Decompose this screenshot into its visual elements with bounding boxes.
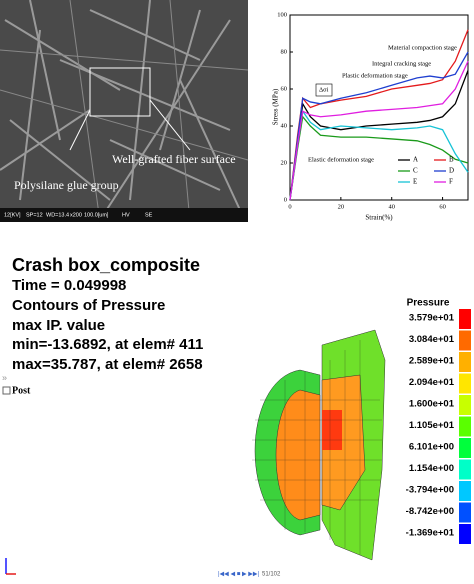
fea-line: Time = 0.049998 [12, 277, 126, 294]
legend-label: C [413, 167, 418, 175]
fea-title: Crash box_composite [12, 255, 200, 275]
axis-triad [5, 558, 16, 575]
legend-label: F [449, 178, 453, 186]
legend-label: 1.600e+01 [409, 399, 455, 410]
expand-icon[interactable]: » [2, 372, 7, 382]
post-label[interactable]: Post [12, 385, 31, 396]
chart-annotation: Material compaction stage [388, 44, 457, 51]
sem-annotation: Well-grafted fiber surface [112, 152, 236, 166]
y-axis-label: Stress (MPa) [272, 88, 280, 125]
y-tick-label: 100 [277, 11, 287, 18]
legend-swatch [459, 438, 471, 458]
legend-label: D [449, 167, 454, 175]
legend-label: -8.742e+00 [406, 506, 454, 517]
legend-label: 2.589e+01 [409, 356, 455, 367]
legend-label: A [413, 156, 418, 164]
x-tick-label: 40 [388, 203, 395, 210]
chart-annotation: Integral cracking stage [372, 60, 431, 67]
sem-info: SP=12 [26, 212, 43, 218]
legend-swatch [459, 459, 471, 480]
legend-title: Pressure [407, 298, 450, 309]
x-tick-label: 0 [288, 203, 291, 210]
legend-swatch [459, 330, 471, 351]
fea-line: max=35.787, at elem# 2658 [12, 356, 203, 373]
series-line [289, 51, 469, 201]
legend-label: 1.154e+00 [409, 463, 454, 474]
sem-info: x200 [70, 212, 82, 218]
chart-annotation: Plastic deformation stage [342, 72, 408, 79]
chart-annotation: Elastic deformation stage [308, 156, 374, 163]
x-tick-label: 60 [439, 203, 446, 210]
legend-swatch [459, 416, 471, 437]
legend-swatch [459, 395, 471, 415]
fea-model [252, 329, 386, 561]
series-line [289, 29, 469, 201]
y-tick-label: 40 [281, 122, 288, 129]
legend-label: 2.094e+01 [409, 377, 455, 388]
legend-label: 3.579e+01 [409, 313, 455, 324]
frame-counter: 51/102 [262, 572, 281, 578]
legend-label: -3.794e+00 [406, 485, 454, 496]
sem-image: Well-grafted fiber surface Polysilane gl… [0, 0, 249, 223]
chart-annotation: Δσi [319, 86, 329, 93]
y-tick-label: 0 [284, 196, 287, 203]
legend-label: 6.101e+00 [409, 442, 454, 453]
sem-info: HV [122, 212, 130, 218]
legend-label: 1.105e+01 [409, 420, 455, 431]
sem-info: WD=13.4 [46, 212, 69, 218]
x-axis-label: Strain(%) [365, 214, 393, 222]
fea-line: min=-13.6892, at elem# 411 [12, 336, 203, 353]
stress-strain-chart: Stress (MPa) Strain(%) 0 20 40 60 80 100 0 20 40… [272, 11, 469, 222]
series-line [289, 60, 469, 201]
series-line [289, 115, 469, 201]
legend-label: 3.084e+01 [409, 334, 455, 345]
sem-annotation: Polysilane glue group [14, 178, 119, 192]
legend-swatch [459, 502, 471, 523]
sem-info: 12[KV] [4, 212, 21, 218]
legend-swatch [459, 524, 471, 544]
sem-info: 100.0[um] [84, 212, 109, 218]
legend-label: -1.369e+01 [406, 528, 455, 539]
legend-label: E [413, 178, 417, 186]
checkbox[interactable] [2, 386, 11, 395]
y-tick-label: 20 [281, 159, 288, 166]
series-line [289, 70, 469, 201]
annotation-box [315, 83, 333, 97]
plot-frame [289, 14, 469, 201]
fea-line: max IP. value [12, 317, 105, 334]
x-tick-label: 20 [338, 203, 345, 210]
legend-label: B [449, 156, 454, 164]
legend-swatch [459, 309, 471, 329]
fea-panel: Crash box_composite Time = 0.049998 Cont… [2, 255, 471, 578]
fea-line: Contours of Pressure [12, 297, 165, 314]
sem-info: SE [145, 212, 153, 218]
y-tick-label: 80 [281, 48, 288, 55]
legend-swatch [459, 352, 471, 372]
legend-swatch [459, 481, 471, 501]
legend-swatch [459, 373, 471, 394]
playback-controls[interactable]: |◀◀ ◀ ■ ▶ ▶▶| [218, 572, 260, 578]
y-tick-label: 60 [281, 85, 288, 92]
